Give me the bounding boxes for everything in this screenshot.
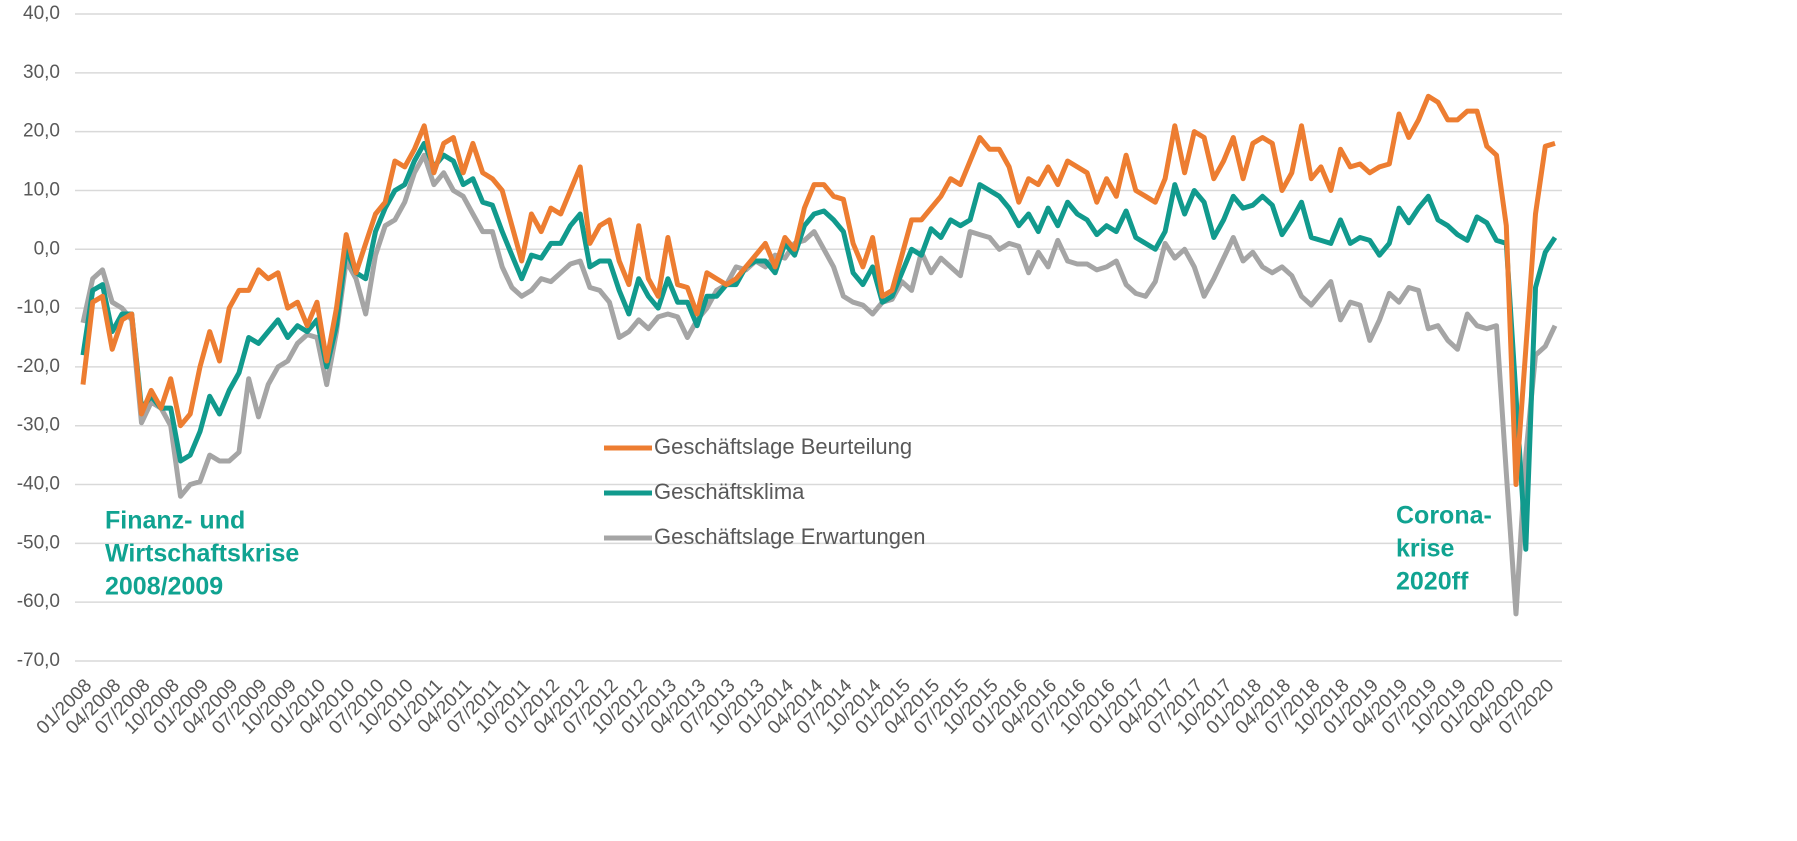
y-tick-label: -30,0 [17, 415, 60, 436]
y-tick-label: -60,0 [17, 591, 60, 612]
legend-label: Geschäftsklima [654, 479, 805, 504]
y-tick-label: 0,0 [34, 238, 60, 259]
y-tick-label: -50,0 [17, 532, 60, 553]
annotation: Corona- [1396, 502, 1492, 530]
y-tick-label: -70,0 [17, 650, 60, 671]
annotation: 2020ff [1396, 568, 1469, 596]
y-tick-label: -20,0 [17, 356, 60, 377]
y-tick-label: 30,0 [23, 62, 60, 83]
series-line [80, 152, 1558, 617]
annotation: Finanz- und [105, 507, 245, 535]
legend-label: Geschäftslage Beurteilung [654, 434, 912, 459]
series-line [80, 140, 1558, 552]
y-tick-label: 10,0 [23, 179, 60, 200]
series-line [80, 93, 1556, 487]
y-tick-label: -10,0 [17, 297, 60, 318]
annotation: 2008/2009 [105, 573, 223, 601]
y-tick-label: -40,0 [17, 474, 60, 495]
legend-label: Geschäftslage Erwartungen [654, 524, 926, 549]
y-tick-label: 40,0 [23, 3, 60, 24]
annotation: Wirtschaftskrise [105, 540, 299, 568]
annotation: krise [1396, 535, 1454, 563]
y-tick-label: 20,0 [23, 121, 60, 142]
